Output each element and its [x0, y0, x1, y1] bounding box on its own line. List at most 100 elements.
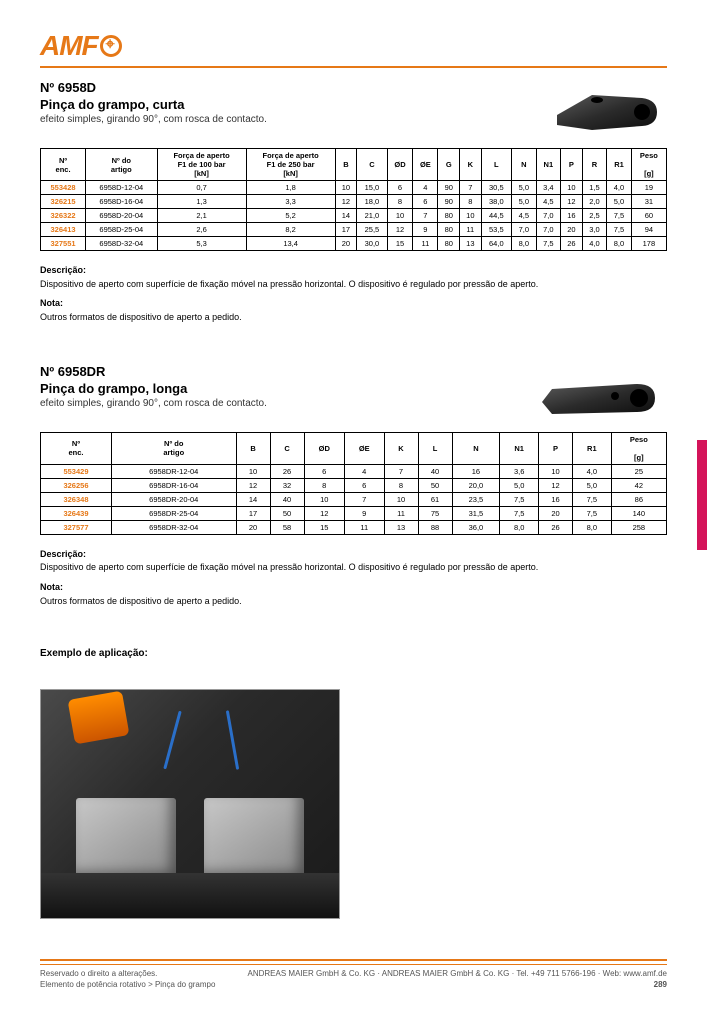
section2-note-heading: Nota: — [40, 582, 667, 594]
data-cell: 5,0 — [607, 195, 632, 209]
column-header: ØD — [387, 149, 413, 181]
data-cell: 7,5 — [500, 506, 539, 520]
order-number-cell: 326439 — [41, 506, 112, 520]
column-header: P — [561, 149, 583, 181]
section-6958d: Nº 6958D Pinça do grampo, curta efeito s… — [40, 80, 667, 324]
page-number: 289 — [654, 980, 667, 989]
data-cell: 8 — [387, 195, 413, 209]
data-cell: 14 — [236, 492, 270, 506]
column-header: B — [335, 149, 357, 181]
column-header: L — [418, 432, 452, 464]
data-cell: 4,0 — [582, 237, 607, 251]
data-cell: 75 — [418, 506, 452, 520]
data-cell: 30,5 — [481, 181, 511, 195]
data-cell: 10 — [335, 181, 357, 195]
data-cell: 3,3 — [246, 195, 335, 209]
data-cell: 7,5 — [607, 223, 632, 237]
section1-desc-heading: Descrição: — [40, 265, 667, 277]
data-cell: 8,0 — [607, 237, 632, 251]
table-row: 3262566958DR-16-0412328685020,05,0125,04… — [41, 478, 667, 492]
order-number-cell: 553428 — [41, 181, 86, 195]
data-cell: 11 — [413, 237, 438, 251]
data-cell: 8,0 — [500, 520, 539, 534]
data-cell: 7,0 — [536, 223, 561, 237]
table-row: 3263486958DR-20-041440107106123,57,5167,… — [41, 492, 667, 506]
section-6958dr: Nº 6958DR Pinça do grampo, longa efeito … — [40, 364, 667, 608]
data-cell: 8 — [460, 195, 482, 209]
column-header: Força de apertoF1 de 250 bar[kN] — [246, 149, 335, 181]
column-header: ØD — [304, 432, 344, 464]
data-cell: 2,0 — [582, 195, 607, 209]
column-header: N — [512, 149, 537, 181]
data-cell: 6 — [304, 464, 344, 478]
data-cell: 4,0 — [573, 464, 612, 478]
header-rule — [40, 66, 667, 68]
data-cell: 6958DR-25-04 — [111, 506, 236, 520]
data-cell: 80 — [438, 237, 460, 251]
column-header: Força de apertoF1 de 100 bar[kN] — [157, 149, 246, 181]
order-number-cell: 327551 — [41, 237, 86, 251]
data-cell: 6958DR-16-04 — [111, 478, 236, 492]
data-cell: 20 — [236, 520, 270, 534]
table-row: 3264396958DR-25-041750129117531,57,5207,… — [41, 506, 667, 520]
section2-desc-heading: Descrição: — [40, 549, 667, 561]
column-header: Nº doartigo — [111, 432, 236, 464]
data-cell: 8,0 — [512, 237, 537, 251]
logo-row: AMF — [40, 30, 667, 62]
data-cell: 258 — [611, 520, 666, 534]
data-cell: 4,5 — [536, 195, 561, 209]
data-cell: 40 — [418, 464, 452, 478]
data-cell: 36,0 — [452, 520, 500, 534]
data-cell: 1,5 — [582, 181, 607, 195]
data-cell: 6958DR-20-04 — [111, 492, 236, 506]
table-row: 3262156958D-16-041,33,31218,08690838,05,… — [41, 195, 667, 209]
data-cell: 1,3 — [157, 195, 246, 209]
column-header: B — [236, 432, 270, 464]
data-cell: 10 — [460, 209, 482, 223]
section2-data-table: Nºenc.Nº doartigoBCØDØEKLNN1PR1Peso[g] 5… — [40, 432, 667, 535]
data-cell: 13,4 — [246, 237, 335, 251]
data-cell: 18,0 — [357, 195, 387, 209]
brand-text: AMF — [40, 30, 98, 62]
data-cell: 42 — [611, 478, 666, 492]
column-header: K — [460, 149, 482, 181]
data-cell: 7 — [413, 209, 438, 223]
data-cell: 40 — [270, 492, 304, 506]
data-cell: 7,5 — [607, 209, 632, 223]
column-header: R1 — [607, 149, 632, 181]
footer-center: ANDREAS MAIER GmbH & Co. KG · ANDREAS MA… — [248, 969, 667, 978]
order-number-cell: 326322 — [41, 209, 86, 223]
data-cell: 16 — [539, 492, 573, 506]
order-number-cell: 326256 — [41, 478, 112, 492]
data-cell: 53,5 — [481, 223, 511, 237]
data-cell: 94 — [631, 223, 666, 237]
footer-left: Reservado o direito a alterações. — [40, 969, 157, 978]
data-cell: 12 — [539, 478, 573, 492]
data-cell: 6958D-16-04 — [86, 195, 157, 209]
data-cell: 7,5 — [500, 492, 539, 506]
table-row: 3264136958D-25-042,68,21725,5129801153,5… — [41, 223, 667, 237]
section1-data-table: Nºenc.Nº doartigoForça de apertoF1 de 10… — [40, 148, 667, 251]
data-cell: 7 — [344, 492, 384, 506]
column-header: K — [384, 432, 418, 464]
data-cell: 8 — [304, 478, 344, 492]
brand-logo: AMF — [40, 30, 122, 62]
section1-title: Pinça do grampo, curta — [40, 97, 527, 112]
data-cell: 0,7 — [157, 181, 246, 195]
data-cell: 5,3 — [157, 237, 246, 251]
column-header: C — [357, 149, 387, 181]
column-header: Peso[g] — [611, 432, 666, 464]
section1-number: Nº 6958D — [40, 80, 527, 95]
data-cell: 15 — [304, 520, 344, 534]
data-cell: 64,0 — [481, 237, 511, 251]
footer-rules — [40, 959, 667, 965]
data-cell: 32 — [270, 478, 304, 492]
data-cell: 31 — [631, 195, 666, 209]
application-photo — [40, 689, 340, 919]
section1-subtitle: efeito simples, girando 90°, com rosca d… — [40, 114, 527, 125]
data-cell: 6958DR-12-04 — [111, 464, 236, 478]
data-cell: 8,0 — [573, 520, 612, 534]
data-cell: 3,0 — [582, 223, 607, 237]
data-cell: 20 — [561, 223, 583, 237]
section2-title: Pinça do grampo, longa — [40, 381, 527, 396]
